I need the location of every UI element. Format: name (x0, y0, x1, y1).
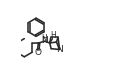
Text: H: H (50, 31, 56, 40)
Text: N: N (41, 36, 48, 45)
Text: N: N (56, 45, 63, 54)
Text: O: O (34, 48, 41, 57)
Text: H: H (41, 34, 47, 43)
